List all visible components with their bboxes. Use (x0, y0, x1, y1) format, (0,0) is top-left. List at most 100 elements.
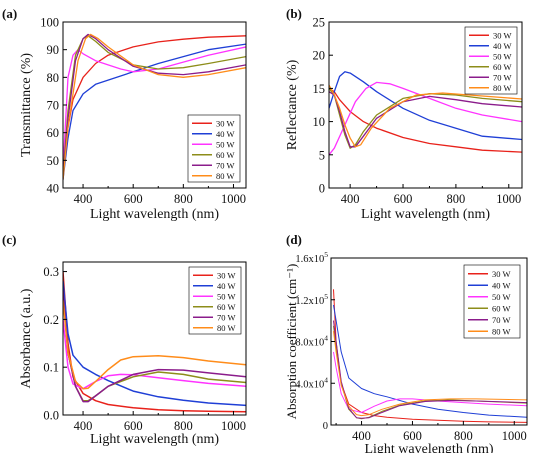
x-axis-label: Light wavelength (nm) (90, 207, 219, 222)
x-tick-label: 400 (74, 419, 93, 433)
y-tick-label: 8.0x104 (295, 334, 328, 349)
x-axis-label: Light wavelength (nm) (90, 432, 219, 447)
legend-box (188, 266, 242, 335)
legend-label: 30 W (217, 270, 236, 280)
legend-label: 60 W (216, 150, 235, 160)
legend: 30 W40 W50 W60 W70 W80 W (188, 266, 242, 335)
legend-label: 70 W (493, 72, 512, 82)
y-tick-label: 90 (47, 43, 60, 57)
legend-label: 30 W (492, 269, 511, 279)
legend-label: 50 W (216, 139, 235, 149)
x-tick-label: 600 (124, 419, 143, 433)
y-axis-label: Transmittance (%) (19, 53, 34, 157)
legend-label: 50 W (217, 291, 236, 301)
chart-panel-3: 400 600 800 1000 0.0 0.1 0.2 0.3 Light wavelengt… (2, 232, 247, 447)
legend-box (187, 114, 241, 183)
legend-label: 80 W (492, 326, 511, 336)
x-tick-label: 1000 (496, 192, 521, 206)
chart-panel-1: 400 600 800 1000 40 50 60 70 80 90 100 Light wavele… (2, 6, 247, 222)
plot-frame (328, 21, 523, 189)
y-tick-label: 20 (313, 49, 326, 63)
legend: 30 W40 W 50 W60 W 70 W80 W (463, 264, 521, 339)
y-tick-label: 4.0x104 (295, 375, 328, 390)
y-tick-label: 0.1 (43, 361, 59, 375)
y-tick-label: 15 (313, 82, 326, 96)
x-tick-label: 800 (447, 192, 466, 206)
x-tick-label: 400 (341, 192, 360, 206)
series-line-40w (63, 281, 246, 407)
y-tick-label: 50 (47, 154, 60, 168)
legend-label: 40 W (217, 281, 236, 291)
legend-label: 40 W (493, 41, 512, 51)
plot-frame (62, 261, 247, 416)
y-tick-label: 0 (323, 421, 328, 432)
x-tick-label: 800 (174, 419, 193, 433)
y-tick-label: 70 (47, 99, 60, 113)
legend-label: 60 W (492, 303, 511, 313)
series-line-70w (333, 320, 527, 419)
x-tick-label: 400 (352, 429, 371, 443)
y-tick-label: 1.2x105 (295, 292, 328, 307)
legend: 30 W40 W50 W60 W70 W80 W (464, 26, 518, 95)
series-line-50w (63, 319, 246, 390)
panel-label: (b) (286, 6, 302, 21)
panel-label: (a) (2, 6, 17, 21)
x-tick-label: 600 (124, 192, 143, 206)
x-axis-label: Light wavelength (nm) (364, 442, 493, 453)
x-tick-label: 600 (403, 429, 422, 443)
series-line-80w (63, 300, 246, 390)
x-tick-label: 1000 (502, 429, 527, 443)
legend-box (463, 264, 521, 339)
legend: 30 W40 W50 W60 W70 W80 W (187, 114, 241, 183)
series-line-30w (329, 87, 522, 153)
y-tick-label: 0.3 (43, 265, 59, 279)
x-tick-label: 800 (454, 429, 473, 443)
panel-label: (c) (2, 232, 16, 247)
series-line-50w (63, 46, 246, 169)
y-tick-label: 0.0 (43, 409, 59, 423)
legend-label: 30 W (493, 30, 512, 40)
x-axis-label: Light wavelength (nm) (361, 207, 490, 222)
y-tick-label: 1.6x105 (295, 250, 328, 265)
x-tick-label: 400 (74, 192, 93, 206)
chart-panel-4: 400 600 800 1000 0 4.0x104 8.0x104 1.2x105 1.6x1… (284, 232, 528, 453)
y-tick-label: 25 (313, 16, 326, 30)
y-tick-label: 10 (313, 115, 326, 129)
legend-label: 50 W (493, 51, 512, 61)
y-tick-label: 5 (319, 148, 325, 162)
series-line-60w (329, 87, 522, 149)
x-tick-label: 800 (174, 192, 193, 206)
series-line-80w (329, 84, 522, 148)
legend-label: 50 W (492, 292, 511, 302)
y-tick-label: 100 (40, 16, 59, 30)
legend-label: 60 W (217, 302, 236, 312)
series-line-80w (333, 331, 527, 417)
series-line-80w (63, 33, 246, 180)
y-tick-label: 0.2 (43, 313, 59, 327)
legend-label: 70 W (492, 315, 511, 325)
y-axis-label: Reflectance (%) (285, 59, 300, 150)
series-line-60w (63, 35, 246, 175)
legend-box (464, 26, 518, 95)
x-tick-label: 1000 (221, 192, 246, 206)
series-line-40w (63, 43, 246, 180)
legend-label: 40 W (216, 129, 235, 139)
x-tick-label: 600 (394, 192, 413, 206)
y-tick-label: 80 (47, 71, 60, 85)
y-tick-label: 0 (319, 182, 325, 196)
series-line-70w (63, 290, 246, 403)
y-tick-label: 40 (47, 182, 60, 196)
legend-label: 80 W (493, 83, 512, 93)
legend-label: 60 W (493, 62, 512, 72)
y-tick-label: 60 (47, 126, 60, 140)
panel-label: (d) (286, 232, 302, 247)
legend-label: 70 W (217, 312, 236, 322)
legend-label: 70 W (216, 160, 235, 170)
legend-label: 80 W (217, 323, 236, 333)
series-line-50w (333, 351, 527, 413)
series-line-70w (329, 91, 522, 148)
legend-label: 80 W (216, 171, 235, 181)
series-line-70w (63, 33, 246, 177)
legend-label: 40 W (492, 280, 511, 290)
